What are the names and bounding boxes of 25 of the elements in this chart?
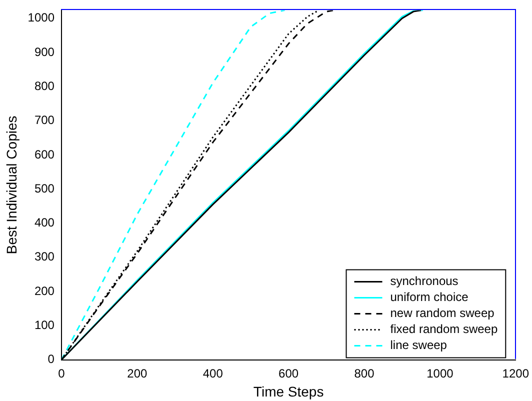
y-tick-label: 300 [34,250,55,264]
y-tick-label: 500 [34,181,55,196]
y-axis-title: Best Individual Copies [3,116,20,254]
y-tick-label: 200 [34,284,55,298]
y-tick-label: 700 [34,113,55,128]
y-tick-label: 1000 [28,10,55,25]
x-axis-title: Time Steps [253,383,324,400]
x-tick-label: 1000 [426,366,454,380]
x-tick-label: 800 [354,366,375,380]
y-tick-label: 800 [34,78,55,93]
x-tick-label: 1200 [502,366,530,380]
y-tick-label: 400 [34,216,55,230]
y-tick-label: 0 [48,352,55,366]
x-tick-label: 400 [202,366,224,380]
legend-label: fixed random sweep [390,322,498,336]
x-tick-label: 0 [58,366,66,380]
legend-label: line sweep [390,338,448,352]
legend-label: synchronous [390,274,458,288]
x-tick-label: 200 [127,366,148,380]
legend-label: new random sweep [390,306,495,320]
y-tick-label: 900 [34,44,55,59]
y-tick-label: 600 [34,147,55,162]
y-tick-label: 100 [34,318,55,332]
x-tick-label: 600 [278,366,299,380]
legend-label: uniform choice [390,290,469,304]
